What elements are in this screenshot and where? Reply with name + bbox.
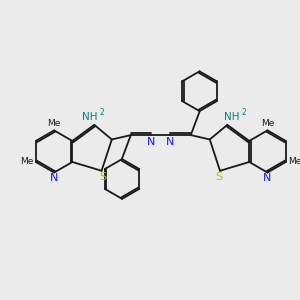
Text: Me: Me <box>47 119 61 128</box>
Text: N: N <box>263 173 272 183</box>
Text: 2: 2 <box>100 109 104 118</box>
Text: NH: NH <box>224 112 239 122</box>
Text: 2: 2 <box>242 109 247 118</box>
Text: N: N <box>166 136 175 146</box>
Text: Me: Me <box>261 119 274 128</box>
Text: S: S <box>100 172 106 182</box>
Text: N: N <box>50 173 58 183</box>
Text: S: S <box>215 172 222 182</box>
Text: N: N <box>147 136 155 146</box>
Text: NH: NH <box>82 112 98 122</box>
Text: Me: Me <box>288 158 300 166</box>
Text: Me: Me <box>20 158 34 166</box>
